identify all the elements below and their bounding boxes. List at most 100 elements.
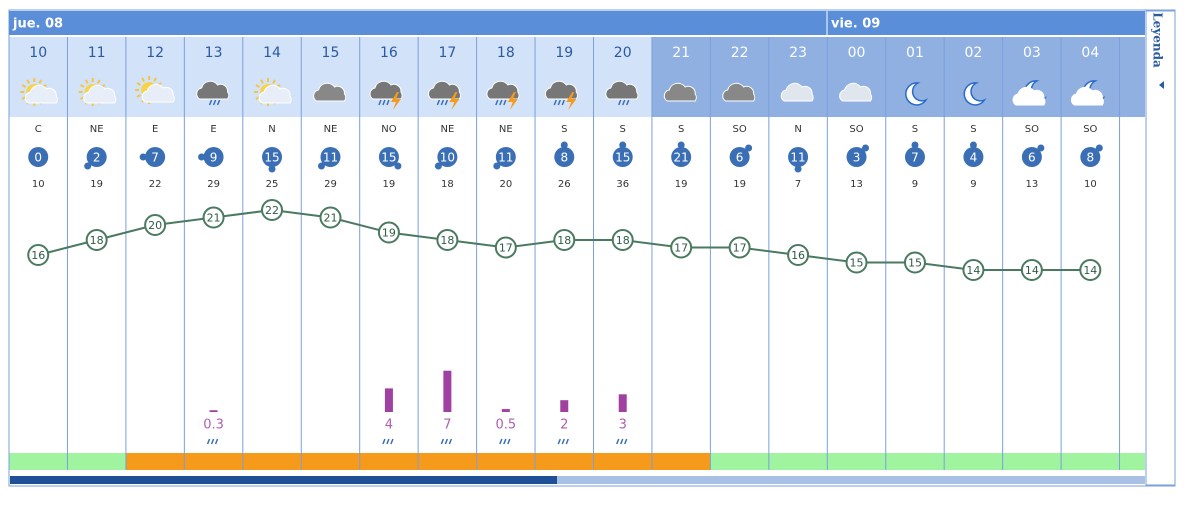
- wind-badge: [904, 147, 925, 167]
- temperature-label: 17: [674, 242, 688, 255]
- precip-bar: [618, 394, 627, 412]
- wind-arrow: [1037, 144, 1045, 152]
- temperature-point: [261, 199, 284, 221]
- risk-band: [9, 453, 68, 470]
- gust: 13: [1026, 179, 1039, 190]
- bolt: [566, 92, 577, 110]
- temperature-label: 18: [440, 234, 454, 247]
- gust: 25: [266, 179, 279, 190]
- scroll-thumb[interactable]: [10, 476, 557, 484]
- day-label: vie. 09: [831, 17, 880, 32]
- risk-band: [651, 453, 711, 470]
- hour: 12: [146, 45, 164, 61]
- wind-direction: S: [970, 124, 976, 135]
- legend-label[interactable]: Leyenda: [1151, 12, 1165, 68]
- drop: [561, 438, 565, 445]
- temperature-point: [85, 229, 108, 251]
- wind-badge: [846, 147, 867, 167]
- wind-speed: 6: [736, 151, 744, 165]
- wind-direction: NE: [90, 124, 104, 135]
- wind-direction: E: [210, 124, 216, 135]
- temperature-label: 22: [265, 204, 279, 217]
- wind-badge: [729, 147, 750, 167]
- wind-direction: NE: [499, 124, 513, 135]
- hour: 10: [29, 45, 47, 61]
- column-header: [125, 37, 185, 117]
- day-risk: [1119, 453, 1145, 470]
- hour: 13: [205, 45, 223, 61]
- sun-ray: [153, 77, 157, 82]
- column-header: [418, 37, 477, 117]
- moon: [963, 82, 987, 106]
- drop: [499, 99, 503, 106]
- drop: [622, 99, 626, 106]
- moon: [905, 82, 929, 106]
- drop: [616, 438, 620, 445]
- column-header: [651, 37, 711, 117]
- drop: [386, 99, 390, 106]
- sun-ray: [255, 84, 260, 88]
- drop: [561, 99, 565, 106]
- wind-badge: [320, 147, 341, 167]
- cloud: [196, 80, 230, 100]
- cloud: [369, 80, 403, 100]
- temperature-label: 14: [966, 264, 980, 277]
- wind-speed: 11: [790, 151, 805, 165]
- column-header: [242, 37, 302, 117]
- wind-direction: SO: [733, 124, 747, 135]
- drop: [386, 438, 390, 445]
- wind-arrow: [862, 144, 870, 152]
- drop: [214, 438, 219, 445]
- wind-direction: NO: [381, 124, 396, 135]
- wind-badge: [612, 147, 633, 167]
- wind-arrow: [794, 165, 802, 173]
- temperature-point: [144, 214, 167, 236]
- day-bar: [9, 11, 1145, 35]
- temperature-label: 15: [908, 257, 922, 270]
- scroll-track[interactable]: [557, 476, 1145, 484]
- temperature-point: [1020, 259, 1043, 281]
- wind-badge: [1021, 147, 1042, 167]
- temperature-point: [728, 236, 751, 259]
- cloud: [605, 80, 639, 100]
- legend-arrow[interactable]: [1159, 81, 1164, 89]
- gust: 20: [499, 179, 512, 190]
- gust: 13: [850, 179, 863, 190]
- wind-direction: NE: [440, 124, 454, 135]
- precip-label: 3: [619, 418, 627, 433]
- cloud: [24, 84, 58, 104]
- precip-bar: [209, 410, 218, 412]
- wind-arrow: [745, 144, 753, 152]
- wind-direction: C: [35, 124, 42, 135]
- wind-speed: 15: [615, 151, 630, 165]
- column-header: [535, 37, 594, 117]
- risk-band: [67, 453, 126, 470]
- wind-arrow: [394, 162, 402, 170]
- hour: 21: [672, 45, 690, 61]
- temperature-point: [319, 206, 342, 229]
- temperature-point: [436, 229, 459, 251]
- gust: 36: [616, 179, 629, 190]
- precip-bar: [443, 370, 452, 412]
- risk-band: [710, 453, 769, 470]
- risk-band: [184, 453, 243, 470]
- temperature-point: [27, 244, 50, 266]
- wind-direction: SO: [1025, 124, 1039, 135]
- column-header: [476, 37, 536, 117]
- risk-band: [418, 453, 477, 470]
- wind-arrow: [84, 162, 92, 170]
- cloud: [428, 80, 461, 100]
- temperature-label: 15: [850, 257, 864, 270]
- temperature-label: 17: [733, 242, 747, 255]
- temperature-label: 18: [616, 234, 630, 247]
- wind-direction: N: [268, 124, 275, 135]
- legend-panel[interactable]: [1145, 10, 1176, 486]
- cloud: [1071, 86, 1104, 106]
- hour: 03: [1023, 45, 1041, 61]
- drop: [212, 99, 217, 106]
- cloud: [839, 82, 873, 102]
- drop: [620, 438, 624, 445]
- temperature-label: 21: [207, 212, 221, 225]
- wind-speed: 11: [323, 151, 338, 165]
